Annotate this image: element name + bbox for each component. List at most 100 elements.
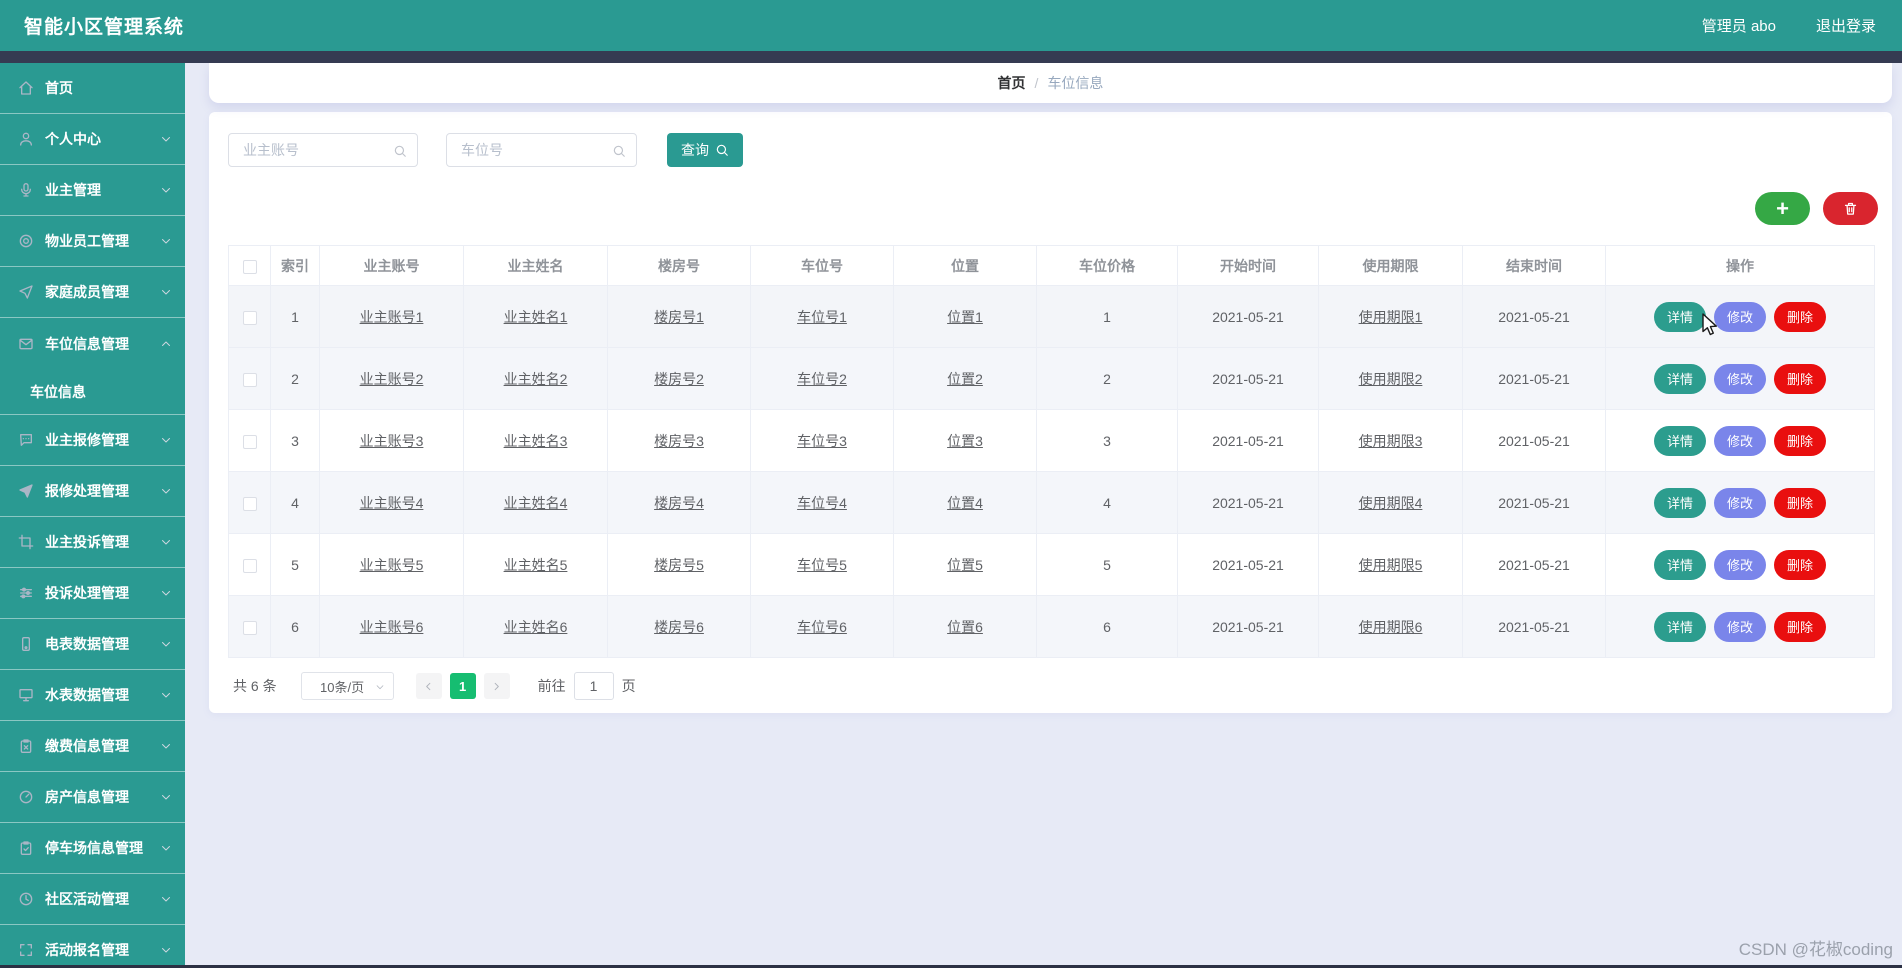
- delete-button[interactable]: 删除: [1774, 611, 1827, 642]
- breadcrumb: 首页 / 车位信息: [209, 63, 1892, 103]
- cell-owner-name: 业主姓名6: [463, 595, 608, 658]
- sidebar-item-parking-spot-info-management[interactable]: 车位信息管理: [0, 318, 185, 369]
- chevron-down-icon: [160, 893, 172, 905]
- detail-button[interactable]: 详情: [1653, 549, 1706, 580]
- cell-select: [228, 409, 271, 472]
- cell-spot-no: 车位号2: [750, 347, 894, 410]
- goto-suffix-label: 页: [621, 678, 636, 694]
- column-header: 楼房号: [607, 245, 751, 286]
- chevron-down-icon: [160, 740, 172, 752]
- cell-owner-account: 业主账号4: [319, 471, 464, 534]
- table-row: 1 业主账号1 业主姓名1 楼房号1 车位号1 位置1 1 2021-05-21 使用期限1 20…: [228, 285, 1875, 348]
- chevron-down-icon: [160, 587, 172, 599]
- query-button[interactable]: 查询: [667, 133, 743, 167]
- detail-button[interactable]: 详情: [1653, 611, 1706, 642]
- sidebar-item-property-info-management[interactable]: 房产信息管理: [0, 772, 185, 823]
- cell-price: 4: [1036, 471, 1178, 534]
- column-header: 开始时间: [1177, 245, 1319, 286]
- delete-button[interactable]: 删除: [1774, 425, 1827, 456]
- cell-actions: 详情 修改 删除: [1605, 409, 1875, 472]
- chevron-down-icon: [160, 485, 172, 497]
- breadcrumb-separator: /: [1034, 75, 1039, 91]
- goto-page-input[interactable]: [573, 672, 614, 700]
- breadcrumb-home[interactable]: 首页: [997, 75, 1026, 91]
- cell-spot-no: 车位号4: [750, 471, 894, 534]
- delete-button[interactable]: 删除: [1774, 549, 1827, 580]
- sidebar-item-water-meter-data-management[interactable]: 水表数据管理: [0, 670, 185, 721]
- sidebar-item-activity-registration-management[interactable]: 活动报名管理: [0, 925, 185, 968]
- cell-actions: 详情 修改 删除: [1605, 347, 1875, 410]
- sidebar-item-owner-complaint-management[interactable]: 业主投诉管理: [0, 517, 185, 568]
- detail-button[interactable]: 详情: [1653, 301, 1706, 332]
- cell-spot-no: 车位号5: [750, 533, 894, 596]
- sidebar-item-payment-info-management[interactable]: 缴费信息管理: [0, 721, 185, 772]
- cell-select: [228, 533, 271, 596]
- chevron-down-icon: [160, 184, 172, 196]
- sidebar-item-parking-lot-info-management[interactable]: 停车场信息管理: [0, 823, 185, 874]
- user-icon: [18, 131, 34, 147]
- sidebar-item-family-member-management[interactable]: 家庭成员管理: [0, 267, 185, 318]
- goto-prefix-label: 前往: [537, 678, 566, 694]
- spot-number-input-wrap: [446, 133, 637, 167]
- trash-icon: [1843, 201, 1858, 216]
- edit-button[interactable]: 修改: [1713, 487, 1766, 518]
- detail-button[interactable]: 详情: [1653, 363, 1706, 394]
- owner-account-input[interactable]: [229, 134, 417, 166]
- row-checkbox[interactable]: [242, 558, 257, 573]
- edit-button[interactable]: 修改: [1713, 549, 1766, 580]
- row-checkbox[interactable]: [242, 496, 257, 511]
- logout-link[interactable]: 退出登录: [1815, 18, 1876, 35]
- column-header: 操作: [1605, 245, 1875, 286]
- sidebar-item-electric-meter-data-management[interactable]: 电表数据管理: [0, 619, 185, 670]
- chevron-down-icon: [160, 536, 172, 548]
- cell-select: [228, 471, 271, 534]
- sidebar-subitem-parking-spot-info[interactable]: 车位信息: [0, 369, 185, 415]
- page-size-select[interactable]: 10条/页: [300, 672, 394, 700]
- query-button-label: 查询: [681, 142, 709, 158]
- delete-button[interactable]: 删除: [1774, 363, 1827, 394]
- select-all-checkbox[interactable]: [242, 259, 257, 274]
- add-button[interactable]: +: [1755, 192, 1810, 225]
- chat-icon: [18, 432, 34, 448]
- row-checkbox[interactable]: [242, 620, 257, 635]
- cell-spot-no: 车位号6: [750, 595, 894, 658]
- edit-button[interactable]: 修改: [1713, 425, 1766, 456]
- sidebar-item-property-staff-management[interactable]: 物业员工管理: [0, 216, 185, 267]
- sidebar-item-owner-management[interactable]: 业主管理: [0, 165, 185, 216]
- sidebar-item-label: 停车场信息管理: [45, 840, 143, 856]
- next-page-button[interactable]: [483, 673, 510, 699]
- sidebar-item-home[interactable]: 首页: [0, 63, 185, 114]
- row-checkbox[interactable]: [242, 372, 257, 387]
- sidebar-item-community-activity-management[interactable]: 社区活动管理: [0, 874, 185, 925]
- sidebar-item-repair-handling-management[interactable]: 报修处理管理: [0, 466, 185, 517]
- sidebar-item-complaint-handling-management[interactable]: 投诉处理管理: [0, 568, 185, 619]
- cell-use-period: 使用期限4: [1318, 471, 1463, 534]
- chevron-down-icon: [160, 791, 172, 803]
- detail-button[interactable]: 详情: [1653, 425, 1706, 456]
- delete-button[interactable]: 删除: [1774, 487, 1827, 518]
- edit-button[interactable]: 修改: [1713, 363, 1766, 394]
- target-icon: [18, 233, 34, 249]
- watermark: CSDN @花椒coding: [1738, 940, 1893, 959]
- spot-number-input[interactable]: [447, 134, 636, 166]
- detail-button[interactable]: 详情: [1653, 487, 1706, 518]
- page-number-button[interactable]: 1: [449, 673, 476, 699]
- cell-building-no: 楼房号5: [607, 533, 751, 596]
- sliders-icon: [18, 585, 34, 601]
- cell-building-no: 楼房号1: [607, 285, 751, 348]
- cell-owner-account: 业主账号5: [319, 533, 464, 596]
- cell-actions: 详情 修改 删除: [1605, 595, 1875, 658]
- cell-end-date: 2021-05-21: [1462, 533, 1606, 596]
- row-checkbox[interactable]: [242, 310, 257, 325]
- edit-button[interactable]: 修改: [1713, 301, 1766, 332]
- select-all-header: [228, 245, 271, 286]
- delete-button[interactable]: 删除: [1774, 301, 1827, 332]
- row-checkbox[interactable]: [242, 434, 257, 449]
- prev-page-button[interactable]: [415, 673, 442, 699]
- phone-icon: [18, 636, 34, 652]
- batch-delete-button[interactable]: [1823, 192, 1878, 225]
- edit-button[interactable]: 修改: [1713, 611, 1766, 642]
- sidebar-item-owner-repair-management[interactable]: 业主报修管理: [0, 415, 185, 466]
- sidebar-item-personal-center[interactable]: 个人中心: [0, 114, 185, 165]
- table-row: 6 业主账号6 业主姓名6 楼房号6 车位号6 位置6 6 2021-05-21 使用期限6 20…: [228, 595, 1875, 658]
